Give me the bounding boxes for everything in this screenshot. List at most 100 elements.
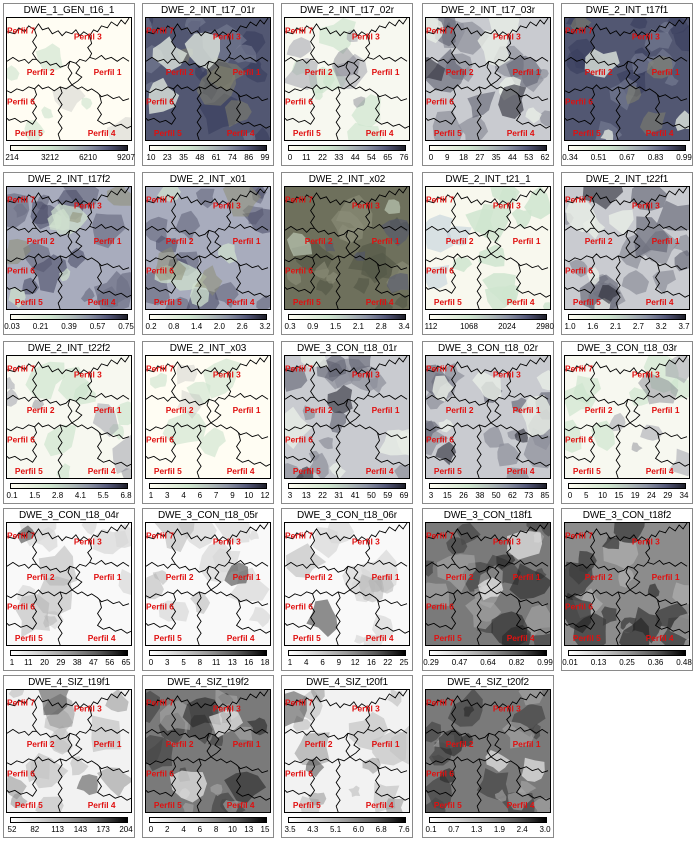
panel-title: DWE_2_INT_t17_02r	[300, 5, 394, 16]
profile-boundary-line	[57, 255, 63, 309]
profile-boundary-line	[426, 728, 456, 736]
profile-label: Perfil 1	[94, 67, 122, 77]
profile-label: Perfil 5	[573, 466, 601, 476]
panel-title: DWE_3_CON_t18_01r	[296, 343, 397, 354]
value-patch	[630, 18, 648, 29]
profile-boundary-line	[426, 566, 492, 599]
profile-boundary-line	[235, 94, 270, 129]
profile-label: Perfil 6	[285, 266, 313, 276]
panel-title: DWE_2_INT_t21_1	[445, 174, 531, 185]
profile-boundary-line	[57, 758, 63, 812]
profile-boundary-line	[426, 523, 549, 542]
value-patch	[92, 403, 119, 438]
profile-label: Perfil 4	[507, 633, 535, 643]
panel-map: Perfil 7 Perfil 3 Perfil 2 Perfil 1 Perfil 6…	[145, 186, 271, 310]
value-patch	[146, 690, 160, 723]
value-patch	[196, 65, 237, 106]
profile-label: Perfil 4	[88, 800, 116, 810]
profile-label: Perfil 2	[27, 67, 55, 77]
profile-boundary-line	[426, 230, 492, 263]
scale-tick-label: 65	[383, 153, 393, 162]
value-patch	[474, 204, 510, 243]
scale-tick-label: 15	[260, 825, 270, 834]
value-patch	[214, 282, 239, 309]
panel-map: Perfil 7 Perfil 3 Perfil 2 Perfil 1 Perfil 6…	[425, 522, 551, 646]
scale-tick-label: 5.5	[97, 491, 109, 500]
value-patch	[35, 43, 64, 72]
profile-boundary-line	[285, 187, 408, 206]
profile-boundary-line	[629, 400, 641, 424]
scale-tick-label: 53	[524, 153, 534, 162]
scale-tick-label: 0.7	[448, 825, 460, 834]
panel-title: DWE_2_INT_t17_03r	[441, 5, 535, 16]
profile-boundary-line	[7, 561, 37, 569]
profile-boundary-line	[565, 523, 688, 542]
profile-boundary-line	[654, 263, 689, 298]
scale-tick-label: 15	[442, 491, 452, 500]
value-patch	[669, 613, 689, 641]
value-patch	[511, 208, 532, 229]
color-scale-bar	[149, 145, 267, 151]
scale-tick-label: 2980	[536, 322, 554, 331]
map-panel: DWE_2_INT_x03 Perfil 7 Perfil 3 Perfil 2 Per…	[142, 341, 274, 504]
value-patch	[351, 94, 382, 128]
value-patch	[256, 294, 270, 309]
scale-tick-label: 0.39	[61, 322, 77, 331]
value-patch	[630, 187, 668, 211]
color-scale-bar	[429, 145, 547, 151]
profile-boundary-line	[96, 766, 131, 801]
profile-boundary-line	[565, 187, 688, 206]
scale-tick-label: 112	[424, 322, 438, 331]
value-patch	[31, 399, 45, 411]
profile-label: Perfil 3	[213, 704, 241, 714]
scale-ticks: 0.2 0.8 1.4 2.0 2.6 3.2	[143, 322, 273, 334]
scale-tick-label: 27	[475, 153, 485, 162]
profile-boundary-line	[515, 94, 550, 129]
profile-label: Perfil 7	[285, 26, 313, 36]
profile-boundary-line	[310, 367, 408, 406]
scale-tick-label: 0.25	[619, 658, 635, 667]
scale-tick-label: 73	[524, 491, 534, 500]
profile-boundary-line	[7, 394, 37, 402]
value-patch	[494, 789, 507, 802]
profile-boundary-line	[7, 88, 38, 125]
value-patch	[565, 382, 597, 417]
panel-map: Perfil 7 Perfil 3 Perfil 2 Perfil 1 Perfil 6…	[6, 355, 132, 479]
scale-tick-label: 0.1	[6, 491, 18, 500]
profile-label: Perfil 5	[293, 633, 321, 643]
profile-boundary-line	[565, 61, 631, 94]
profile-boundary-line	[7, 257, 38, 294]
value-patch	[426, 264, 450, 290]
profile-label: Perfil 7	[7, 26, 35, 36]
scale-tick-label: 6.8	[375, 825, 387, 834]
profile-boundary-line	[374, 263, 409, 298]
scale-tick-label: 1068	[460, 322, 478, 331]
profile-label: Perfil 3	[352, 704, 380, 714]
value-patch	[426, 721, 442, 743]
scale-tick-label: 0.9	[307, 322, 319, 331]
value-patch	[675, 110, 689, 131]
color-scale-bar	[568, 145, 686, 151]
profile-boundary-line	[226, 707, 232, 730]
profile-label: Perfil 7	[146, 531, 174, 541]
value-patch	[67, 247, 86, 269]
value-patch	[438, 728, 464, 757]
profile-label: Perfil 6	[146, 266, 174, 276]
profile-boundary-line	[374, 94, 409, 129]
profile-boundary-line	[96, 599, 131, 634]
scale-tick-label: 23	[162, 153, 172, 162]
value-patch	[374, 298, 393, 309]
value-patch	[69, 211, 83, 224]
profile-label: Perfil 5	[154, 128, 182, 138]
profile-label: Perfil 1	[94, 739, 122, 749]
color-scale-bar	[10, 650, 128, 656]
scale-tick-label: 0.1	[425, 825, 437, 834]
value-patch	[112, 434, 131, 474]
profile-boundary-line	[96, 432, 131, 467]
profile-label: Perfil 1	[372, 67, 400, 77]
scale-ticks: 0 9 18 27 35 44 53 62	[423, 153, 553, 165]
scale-ticks: 0 5 10 15 19 24 29 34	[562, 491, 692, 503]
profile-label: Perfil 1	[94, 405, 122, 415]
